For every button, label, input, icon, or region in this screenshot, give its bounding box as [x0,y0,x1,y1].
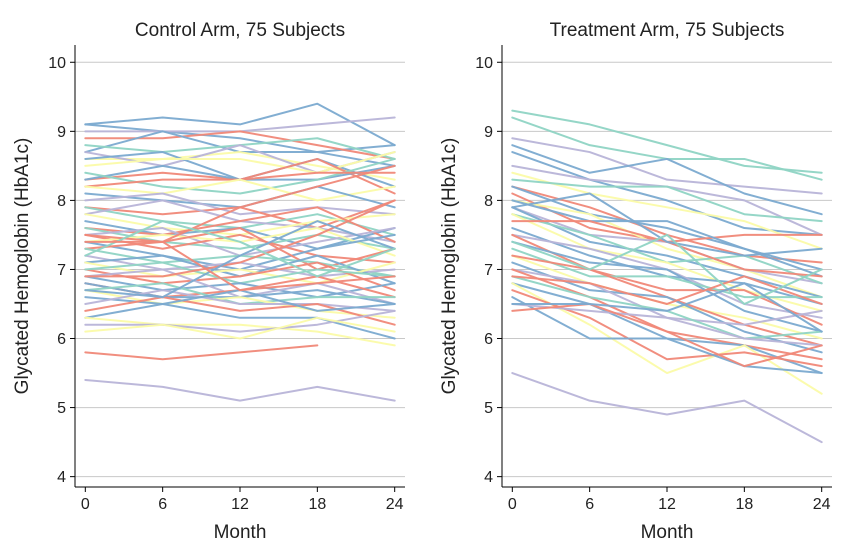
x-tick-label: 6 [585,496,594,513]
x-tick-label: 12 [231,496,249,513]
series-line-21 [511,240,823,333]
series-line-2 [511,137,823,195]
series-line-50 [84,164,396,243]
series-line-9 [511,185,823,278]
x-tick-label: 6 [158,496,167,513]
series-line-46 [84,309,396,333]
series-line-51 [84,199,396,278]
y-tick-label: 5 [57,400,66,417]
y-tick-label: 8 [484,193,493,210]
y-tick-label: 8 [57,193,66,210]
series-line-9 [84,151,396,174]
series-line-43 [84,296,396,326]
series-line-54 [84,240,396,292]
y-tick-label: 4 [57,469,66,486]
x-tick-label: 0 [81,496,90,513]
series-line-14 [511,206,823,299]
series-line-3 [511,144,823,216]
series-line-36 [511,192,823,257]
x-axis-title: Month [214,522,267,543]
y-tick-label: 10 [48,55,66,72]
y-axis-title: Glycated Hemoglobin (HbA1c) [12,138,33,395]
series-line-4 [511,151,823,236]
series-line-11 [511,199,823,299]
x-tick-label: 24 [813,496,831,513]
series-line-40 [84,289,396,319]
series-line-32 [511,296,823,375]
series-line-27 [511,268,823,361]
series-line-6 [511,171,823,250]
y-tick-label: 6 [484,331,493,348]
series-line-7 [511,178,823,223]
series-line-35 [511,372,823,444]
series-line-22 [511,247,823,299]
series-line-20 [511,233,823,326]
series-line-0 [84,102,396,147]
x-axis-title: Month [641,522,694,543]
series-line-0 [511,109,823,174]
series-line-1 [511,116,823,181]
y-tick-label: 4 [484,469,493,486]
series-line-47 [84,316,396,340]
series-line-30 [511,282,823,395]
series-line-45 [84,316,396,347]
x-tick-label: 24 [386,496,404,513]
series-line-49 [84,378,396,402]
series-line-28 [84,227,396,271]
series-line-53 [84,220,396,278]
y-tick-label: 7 [57,262,66,279]
series-line-39 [511,282,823,333]
y-tick-label: 9 [57,124,66,141]
y-tick-label: 6 [57,331,66,348]
series-group [511,109,823,444]
series-line-16 [84,192,396,216]
series-line-14 [84,178,396,202]
series-line-34 [511,302,823,368]
x-tick-label: 18 [735,496,753,513]
series-line-38 [511,233,823,305]
y-tick-label: 7 [484,262,493,279]
treatment-arm-panel: 4 5 6 7 8 9 10 0 6 12 18 24 Treatment Arm, 75 Subjec… [439,20,832,543]
series-line-37 [511,275,823,305]
control-arm-panel: 4 5 6 7 8 9 10 0 6 12 18 24 Control Arm, 75 Subjects… [12,20,405,543]
panel-title: Treatment Arm, 75 Subjects [550,20,785,41]
x-tick-label: 12 [658,496,676,513]
panel-title: Control Arm, 75 Subjects [135,20,345,41]
y-tick-label: 9 [484,124,493,141]
series-line-52 [84,220,396,299]
y-tick-label: 5 [484,400,493,417]
x-tick-label: 18 [308,496,326,513]
y-tick-label: 10 [475,55,493,72]
series-line-48 [84,344,319,361]
series-line-33 [511,302,823,347]
series-line-12 [511,199,823,271]
y-axis-title: Glycated Hemoglobin (HbA1c) [439,138,460,395]
series-group [84,102,396,402]
x-tick-label: 0 [508,496,517,513]
